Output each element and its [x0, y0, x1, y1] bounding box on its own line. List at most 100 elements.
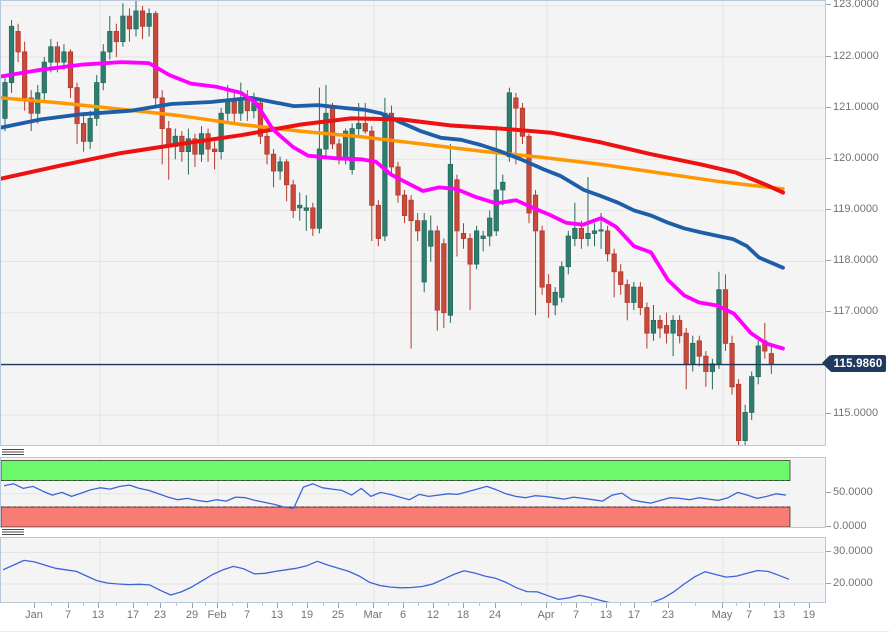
- time-minor-tick: [651, 603, 652, 606]
- time-minor-tick: [479, 603, 480, 606]
- lower-axis-label: 20.0000: [833, 576, 873, 589]
- time-minor-tick: [116, 603, 117, 606]
- time-axis-label: 19: [802, 609, 816, 621]
- time-axis-label: 29: [185, 609, 199, 621]
- price-tick: [826, 413, 831, 415]
- time-axis-label: 19: [300, 609, 314, 621]
- gridlines: [1, 1, 825, 445]
- time-major-tick: [160, 603, 161, 608]
- price-axis-label: 123.0000: [833, 0, 879, 11]
- time-major-tick: [68, 603, 69, 608]
- time-major-tick: [749, 603, 750, 608]
- plot-area: [1, 1, 825, 445]
- time-major-tick: [779, 603, 780, 608]
- price-tick: [826, 157, 831, 159]
- time-major-tick: [98, 603, 99, 608]
- rsi-axis-label: 50.0000: [833, 486, 873, 499]
- lower-gridlines: [1, 538, 825, 602]
- time-axis-label: Mar: [363, 609, 383, 621]
- time-major-tick: [495, 603, 496, 608]
- time-minor-tick: [561, 603, 562, 606]
- time-minor-tick: [51, 603, 52, 606]
- time-major-tick: [247, 603, 248, 608]
- rsi-indicator-panel[interactable]: [0, 457, 826, 528]
- price-axis-label: 120.0000: [833, 151, 879, 164]
- time-major-tick: [338, 603, 339, 608]
- time-axis-label: 18: [456, 609, 470, 621]
- time-major-tick: [277, 603, 278, 608]
- price-axis-label: 117.0000: [833, 305, 879, 318]
- bottom-divider: [0, 631, 889, 632]
- time-minor-tick: [262, 603, 263, 606]
- price-axis-label: 122.0000: [833, 49, 879, 62]
- time-minor-tick: [591, 603, 592, 606]
- time-axis-label: 17: [627, 609, 641, 621]
- time-axis-label: 7: [572, 609, 580, 621]
- price-tick: [826, 4, 831, 6]
- ma-blue-medium: [1, 96, 785, 270]
- time-axis-label: 12: [426, 609, 440, 621]
- lower-indicator-panel[interactable]: [0, 537, 826, 603]
- time-axis-label: 6: [399, 609, 407, 621]
- price-axis-label: 118.0000: [833, 254, 879, 267]
- time-minor-tick: [620, 603, 621, 606]
- ma-magenta-fast: [1, 60, 785, 351]
- time-major-tick: [373, 603, 374, 608]
- time-axis-label: 17: [126, 609, 140, 621]
- time-minor-tick: [83, 603, 84, 606]
- time-axis-label: 23: [153, 609, 167, 621]
- time-major-tick: [722, 603, 723, 608]
- price-tick: [826, 208, 831, 210]
- time-axis-label: Feb: [207, 609, 227, 621]
- candles: [2, 1, 774, 445]
- time-axis-label: 7: [243, 609, 251, 621]
- time-axis-label: Apr: [537, 609, 555, 621]
- time-axis-label: 13: [772, 609, 786, 621]
- time-minor-tick: [176, 603, 177, 606]
- time-major-tick: [634, 603, 635, 608]
- oversold-band: [1, 506, 791, 527]
- time-minor-tick: [205, 603, 206, 606]
- last-price-tag: 115.9860: [822, 355, 886, 373]
- rsi-tick: [826, 492, 831, 494]
- time-major-tick: [192, 603, 193, 608]
- price-tick: [826, 55, 831, 57]
- time-minor-tick: [232, 603, 233, 606]
- price-chart-panel[interactable]: [0, 0, 826, 446]
- time-major-tick: [403, 603, 404, 608]
- lower-tick: [826, 551, 831, 552]
- rsi-tick: [826, 525, 831, 527]
- overbought-band: [1, 460, 791, 481]
- time-axis-label: 7: [745, 609, 753, 621]
- time-axis-label: 13: [270, 609, 284, 621]
- lower-indicator-line: [2, 559, 790, 602]
- price-axis-label: 121.0000: [833, 100, 879, 113]
- time-major-tick: [463, 603, 464, 608]
- time-minor-tick: [147, 603, 148, 606]
- time-axis-label: 23: [661, 609, 675, 621]
- time-axis-label: 13: [599, 609, 613, 621]
- time-minor-tick: [448, 603, 449, 606]
- time-major-tick: [546, 603, 547, 608]
- time-major-tick: [606, 603, 607, 608]
- price-tick: [826, 106, 831, 108]
- time-minor-tick: [695, 603, 696, 606]
- panel-resize-handle-2[interactable]: [2, 529, 24, 536]
- time-major-tick: [217, 603, 218, 608]
- time-axis-label: 7: [64, 609, 72, 621]
- panel-resize-handle-1[interactable]: [2, 449, 24, 456]
- time-major-tick: [433, 603, 434, 608]
- time-axis-label: 24: [488, 609, 502, 621]
- time-minor-tick: [736, 603, 737, 606]
- time-minor-tick: [521, 603, 522, 606]
- price-tick: [826, 311, 831, 313]
- time-minor-tick: [323, 603, 324, 606]
- time-axis-label: Jan: [25, 609, 43, 621]
- ma-red-slowest: [1, 116, 785, 195]
- time-axis-label: May: [711, 609, 733, 621]
- time-minor-tick: [794, 603, 795, 606]
- price-tick: [826, 260, 831, 262]
- time-major-tick: [133, 603, 134, 608]
- last-price-value: 115.9860: [833, 357, 883, 370]
- time-minor-tick: [388, 603, 389, 606]
